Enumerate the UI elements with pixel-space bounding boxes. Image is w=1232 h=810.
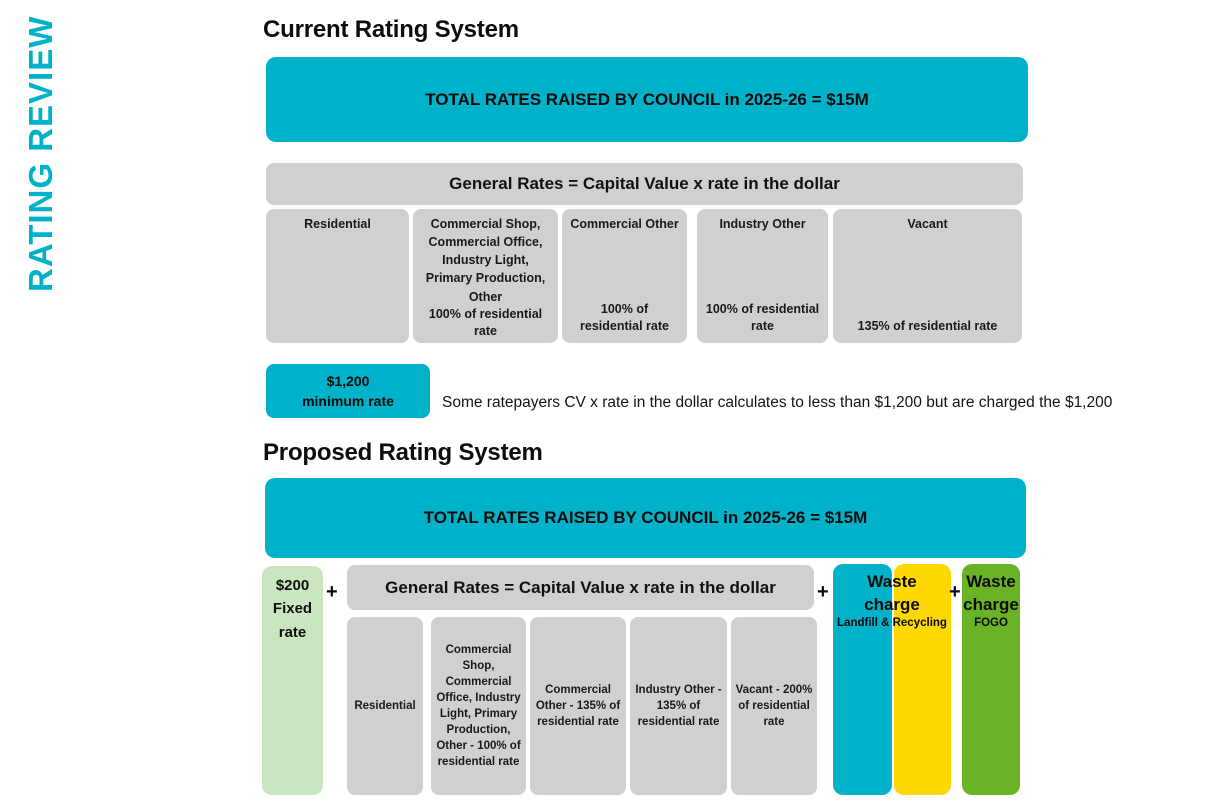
fixed-rate-label: $200 Fixed rate [272, 577, 313, 641]
waste-charge-subtitle: FOGO [974, 617, 1008, 629]
proposed-category-commercial-other: Commercial Other - 135% of residential r… [530, 617, 626, 795]
plus-sign: + [817, 581, 829, 603]
minimum-rate-label: minimum rate [302, 393, 394, 409]
proposed-category-vacant: Vacant - 200% of residential rate [731, 617, 817, 795]
current-total-rates-banner: TOTAL RATES RAISED BY COUNCIL in 2025-26… [266, 57, 1028, 142]
current-category-vacant: Vacant 135% of residential rate [833, 209, 1022, 343]
waste-charge-landfill-box [833, 564, 892, 795]
waste-charge-fogo-box [962, 564, 1020, 795]
category-rate: 135% of residential rate [857, 319, 998, 334]
waste-charge-fogo-label: Waste charge FOGO [959, 570, 1023, 631]
current-section-title: Current Rating System [263, 16, 519, 43]
current-total-rates-text: TOTAL RATES RAISED BY COUNCIL in 2025-26… [425, 89, 869, 109]
category-rate: 100% of residential rate [705, 302, 820, 334]
plus-sign: + [326, 581, 338, 603]
category-label: Residential [304, 217, 371, 231]
proposed-total-rates-banner: TOTAL RATES RAISED BY COUNCIL in 2025-26… [265, 478, 1026, 558]
category-label: Commercial Other [570, 217, 679, 231]
plus-sign: + [949, 581, 961, 603]
current-general-rates-text: General Rates = Capital Value x rate in … [449, 174, 840, 193]
current-category-residential: Residential [266, 209, 409, 343]
proposed-section-title: Proposed Rating System [263, 439, 543, 466]
category-label: Industry Other [719, 217, 806, 231]
proposed-total-rates-text: TOTAL RATES RAISED BY COUNCIL in 2025-26… [423, 508, 868, 527]
proposed-category-industry-other: Industry Other - 135% of residential rat… [630, 617, 727, 795]
current-category-industry-other: Industry Other 100% of residential rate [697, 209, 828, 343]
minimum-rate-box: $1,200 minimum rate [266, 364, 430, 418]
current-general-rates-bar: General Rates = Capital Value x rate in … [266, 163, 1023, 205]
waste-charge-recycling-box [894, 564, 951, 795]
category-label: Industry Other - 135% of residential rat… [635, 683, 722, 729]
category-label: Commercial Shop, Commercial Office, Indu… [425, 217, 546, 304]
current-category-commercial-other: Commercial Other 100% of residential rat… [562, 209, 687, 343]
fixed-rate-box: $200 Fixed rate [262, 566, 323, 795]
category-label: Residential [354, 699, 416, 712]
minimum-rate-note: Some ratepayers CV x rate in the dollar … [442, 394, 1113, 411]
proposed-general-rates-text: General Rates = Capital Value x rate in … [385, 577, 776, 597]
category-label: Commercial Other - 135% of residential r… [535, 683, 621, 729]
minimum-rate-amount: $1,200 [326, 372, 370, 389]
category-rate: 100% of residential rate [580, 302, 669, 334]
waste-charge-title: Waste charge [864, 572, 920, 614]
vertical-title: RATING REVIEW [22, 15, 59, 292]
waste-charge-subtitle: Landfill & Recycling [837, 617, 947, 629]
proposed-general-rates-bar: General Rates = Capital Value x rate in … [347, 565, 814, 610]
waste-charge-title: Waste charge [963, 572, 1019, 614]
proposed-category-residential: Residential [347, 617, 423, 795]
category-label: Vacant [907, 217, 948, 231]
category-label: Vacant - 200% of residential rate [735, 683, 813, 729]
proposed-category-commercial-shop: Commercial Shop, Commercial Office, Indu… [431, 617, 526, 795]
current-category-commercial-shop: Commercial Shop, Commercial Office, Indu… [413, 209, 558, 343]
category-rate: 100% of residential rate [428, 306, 543, 338]
category-label: Commercial Shop, Commercial Office, Indu… [436, 643, 521, 769]
waste-charge-landfill-recycling-label: Waste charge Landfill & Recycling [833, 570, 951, 631]
